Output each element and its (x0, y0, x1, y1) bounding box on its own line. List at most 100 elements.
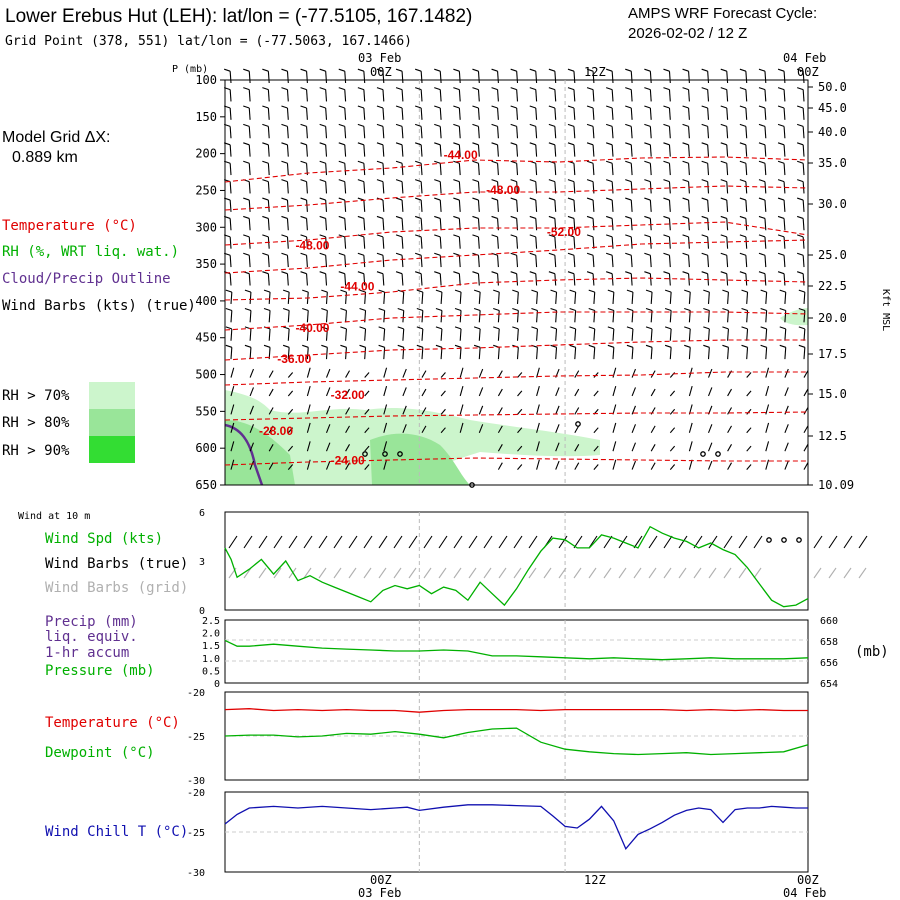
wind-barb (688, 385, 693, 397)
wind-barb (420, 181, 423, 194)
wind-barb-flag (798, 289, 806, 293)
wind-barb-flag (453, 87, 460, 91)
bottom-time-label: 00Z (370, 873, 392, 887)
wind-barb (497, 200, 499, 212)
wind-barb-flag (701, 179, 708, 183)
wind-barb-flag (223, 123, 231, 127)
wind-barb (555, 328, 558, 341)
wind-barb (668, 236, 671, 249)
wind-barb-flag (472, 234, 479, 238)
wind-barb (230, 422, 235, 433)
wind-barb-flag (796, 142, 804, 146)
wind-barb (306, 218, 308, 231)
wind-barb (650, 328, 653, 341)
wind-barb (745, 163, 748, 176)
wind-barb-flag (473, 289, 481, 293)
wind-barb (668, 71, 671, 84)
wind-barb (516, 347, 519, 360)
wind-barb-flag (302, 344, 309, 348)
wind-barb-flag (395, 215, 403, 219)
wind-barb (707, 387, 713, 397)
grid-wind-barb (513, 567, 522, 579)
wind-barb-flag (758, 123, 766, 127)
wind-barb-flag (376, 105, 384, 109)
wind-barb (574, 444, 580, 452)
wind-barb (249, 292, 252, 304)
wind-barb-flag (510, 234, 517, 238)
wind-barb-flag (779, 344, 786, 348)
wind-barb-flag (319, 105, 326, 109)
wind-barb (592, 126, 595, 139)
wind-barb-flag (586, 87, 594, 91)
wind-barb-flag (777, 68, 785, 72)
pressure-tick-label: 550 (195, 404, 217, 418)
grid-wind-barb (468, 567, 477, 579)
pressure-tick-label: 450 (195, 331, 217, 345)
wind-barb (536, 347, 538, 360)
wind-barb-flag (376, 142, 384, 146)
wind-barb (420, 163, 423, 176)
legend-rh70: RH > 70% (2, 388, 70, 404)
wind-barb (458, 71, 461, 84)
wind-barb-flag (644, 215, 651, 219)
wind-barb (345, 328, 347, 341)
wind-barb-flag (548, 252, 556, 256)
surface-wind-barb (258, 535, 268, 549)
wind-barb-flag (435, 326, 443, 330)
wind-barb (726, 236, 729, 249)
wind-barb (440, 292, 443, 304)
wind-chill-y-tick-label: -20 (187, 788, 205, 799)
wind-barb (669, 427, 676, 434)
wind-barb-flag (321, 289, 328, 293)
wind-barb (344, 218, 347, 231)
wind-barb-flag (357, 215, 365, 219)
wind-barb (802, 89, 805, 102)
wind-barb-flag (548, 123, 556, 127)
pressure-tick-label: 650 (195, 478, 217, 492)
wind-barb-flag (357, 123, 365, 127)
wind-barb (345, 388, 351, 397)
wind-barb (286, 255, 289, 268)
wind-barb (746, 347, 749, 360)
wind-barb-flag (395, 234, 403, 238)
surface-wind-barb (378, 535, 388, 549)
precip-label: Precip (mm) (45, 614, 138, 630)
wind-barb-flag (607, 344, 615, 348)
wind-barb (783, 107, 786, 120)
wind-barb-flag (529, 197, 536, 201)
wind-barb (401, 126, 404, 139)
wind-barb (727, 310, 729, 323)
wind-barb (287, 464, 294, 470)
wind-barb (593, 445, 599, 452)
wind-barb (345, 310, 347, 323)
wind-barb (363, 255, 366, 268)
grid-wind-barb (243, 567, 252, 579)
wind-barb (535, 255, 538, 268)
grid-wind-barb (318, 567, 327, 579)
wind-barb-flag (395, 179, 403, 183)
wind-barb (535, 89, 538, 102)
wind-barb-flag (223, 197, 231, 201)
wind-barb-flag (760, 344, 767, 348)
wind-barb (286, 89, 289, 102)
wind-barb (765, 310, 768, 323)
wind-barb-flag (684, 307, 691, 312)
grid-wind-barb (393, 567, 402, 579)
precip-ticks: 2.5 2.01.5 1.00.5 0 (202, 616, 220, 690)
wind-barb (631, 460, 637, 470)
wind-barb (688, 126, 690, 139)
wind-barb-flag (340, 326, 347, 330)
wind-barb-flag (281, 87, 288, 91)
wind-barb-flag (491, 197, 498, 201)
grid-wind-barb (753, 567, 762, 579)
wind-barb-flag (491, 123, 498, 127)
grid-wind-barb (543, 567, 552, 579)
grid-wind-barb (483, 567, 492, 579)
wind-barb (535, 236, 538, 249)
wind-barb-flag (586, 123, 594, 127)
wind-barb (421, 347, 424, 360)
wind-barb-flag (491, 234, 498, 238)
wind-barb (229, 255, 232, 268)
isotherm-label: -32.00 (331, 388, 365, 402)
wind-barb (306, 422, 311, 433)
